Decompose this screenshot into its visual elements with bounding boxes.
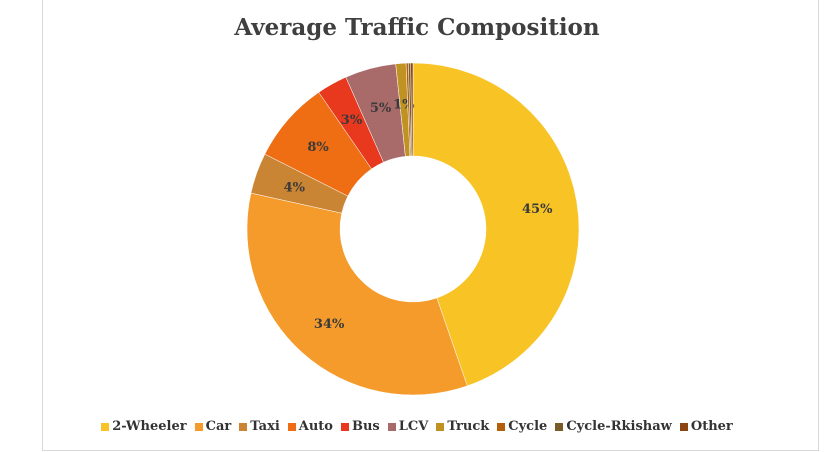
legend-swatch [340, 422, 349, 431]
data-label-car: 34% [314, 317, 345, 332]
chart-legend: 2-Wheeler Car Taxi Auto Bus LCV Truck Cycle Cycl… [0, 419, 834, 434]
legend-swatch [287, 422, 296, 431]
legend-item-truck: Truck [436, 419, 489, 434]
data-label-taxi: 4% [284, 181, 306, 196]
legend-label: Auto [298, 419, 333, 434]
legend-swatch [387, 422, 396, 431]
legend-item-auto: Auto [287, 419, 333, 434]
slice-other [410, 62, 414, 157]
legend-item-cycle: Cycle [497, 419, 547, 434]
data-label-2-wheeler: 45% [522, 202, 553, 217]
legend-swatch [239, 422, 248, 431]
legend-item-2-wheeler: 2-Wheeler [101, 419, 187, 434]
legend-item-taxi: Taxi [239, 419, 280, 434]
legend-swatch [101, 422, 110, 431]
chart-title: Average Traffic Composition [234, 14, 600, 41]
legend-item-cycle-rkishaw: Cycle-Rkishaw [555, 419, 672, 434]
data-label-lcv: 5% [370, 101, 392, 116]
slice-car [246, 192, 468, 396]
legend-label: Taxi [250, 419, 280, 434]
data-label-bus: 3% [341, 113, 363, 128]
legend-swatch [194, 422, 203, 431]
legend-swatch [436, 422, 445, 431]
legend-swatch [679, 422, 688, 431]
legend-item-bus: Bus [340, 419, 380, 434]
legend-label: Truck [447, 419, 490, 434]
legend-swatch [555, 422, 564, 431]
data-label-auto: 8% [307, 140, 329, 155]
legend-item-car: Car [194, 419, 232, 434]
legend-label: LCV [398, 419, 429, 434]
legend-label: Cycle-Rkishaw [566, 419, 672, 434]
legend-item-other: Other [679, 419, 733, 434]
slice-2-wheeler [412, 62, 580, 387]
legend-label: Bus [351, 419, 380, 434]
legend-swatch [497, 422, 506, 431]
legend-label: 2-Wheeler [112, 419, 187, 434]
legend-label: Other [690, 419, 733, 434]
legend-label: Car [205, 419, 232, 434]
legend-label: Cycle [508, 419, 548, 434]
legend-item-lcv: LCV [387, 419, 429, 434]
